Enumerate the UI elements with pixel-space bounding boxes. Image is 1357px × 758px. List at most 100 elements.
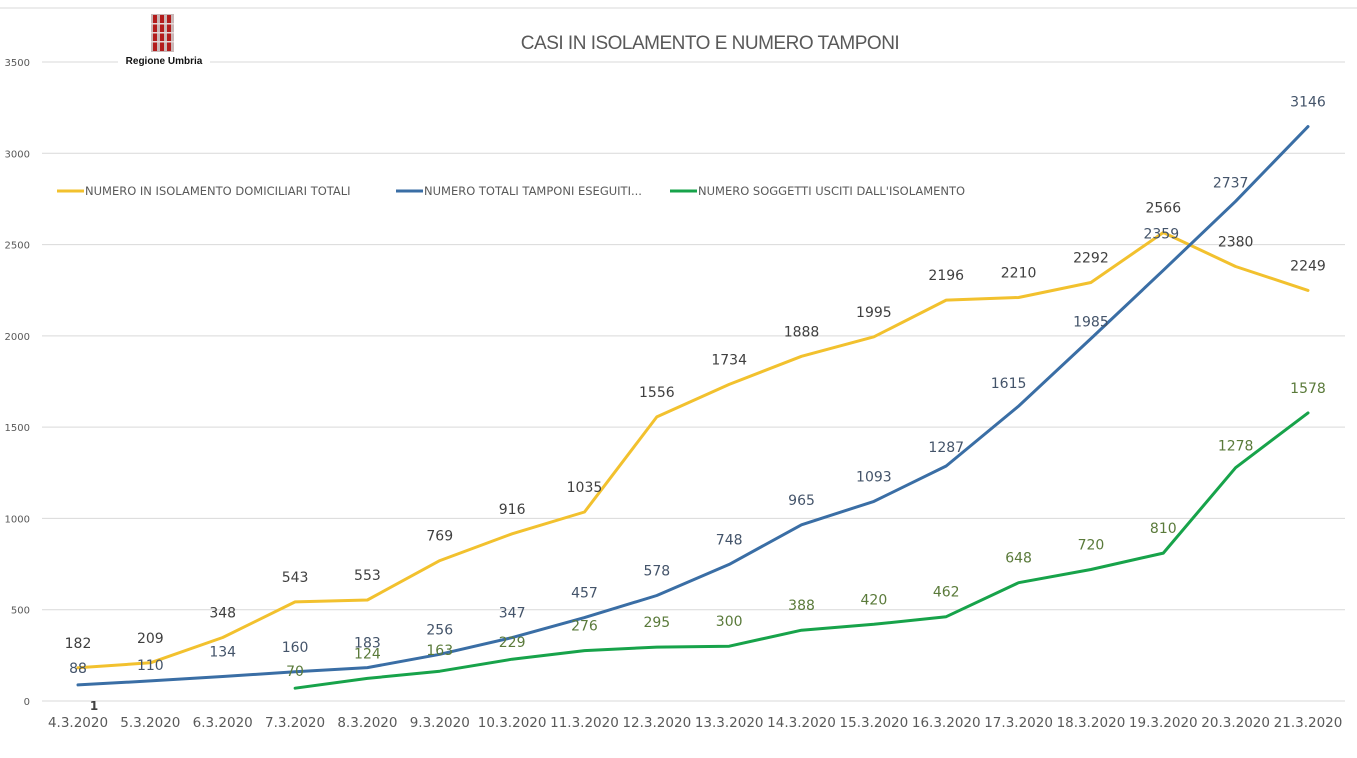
legend-label: NUMERO SOGGETTI USCITI DALL'ISOLAMENTO bbox=[698, 184, 965, 198]
x-tick-label: 14.3.2020 bbox=[767, 715, 836, 731]
x-tick-label: 13.3.2020 bbox=[695, 715, 764, 731]
data-label: 1278 bbox=[1218, 439, 1254, 455]
data-label: 578 bbox=[643, 563, 670, 579]
data-label: 2196 bbox=[928, 268, 964, 284]
x-tick-label: 20.3.2020 bbox=[1201, 715, 1270, 731]
data-label: 420 bbox=[861, 592, 888, 608]
data-label: 229 bbox=[499, 635, 526, 651]
data-label: 295 bbox=[643, 615, 670, 631]
data-label: 720 bbox=[1078, 538, 1105, 554]
x-tick-label: 7.3.2020 bbox=[265, 715, 325, 731]
series-line-2 bbox=[76, 125, 1310, 687]
x-tick-label: 10.3.2020 bbox=[478, 715, 547, 731]
annotations: 1 bbox=[90, 699, 98, 713]
data-label: 810 bbox=[1150, 521, 1177, 537]
data-label: 2210 bbox=[1001, 266, 1037, 282]
data-label: 916 bbox=[499, 502, 526, 518]
data-label: 1888 bbox=[784, 324, 820, 340]
data-label: 1615 bbox=[991, 376, 1027, 392]
y-tick-label: 1500 bbox=[5, 423, 30, 434]
data-label: 2380 bbox=[1218, 234, 1254, 250]
data-label: 3146 bbox=[1290, 95, 1326, 111]
gridlines bbox=[42, 61, 1345, 702]
y-tick-label: 3000 bbox=[5, 149, 30, 160]
data-label: 209 bbox=[137, 631, 164, 647]
data-label: 256 bbox=[426, 622, 453, 638]
data-label: 2292 bbox=[1073, 251, 1109, 267]
data-label: 769 bbox=[426, 529, 453, 545]
data-label: 748 bbox=[716, 532, 743, 548]
x-tick-label: 4.3.2020 bbox=[48, 715, 108, 731]
chart-title: CASI IN ISOLAMENTO E NUMERO TAMPONI bbox=[521, 33, 899, 54]
data-label: 1734 bbox=[711, 352, 747, 368]
data-label: 462 bbox=[933, 585, 960, 601]
y-tick-label: 0 bbox=[24, 697, 30, 708]
data-label: 1093 bbox=[856, 469, 892, 485]
x-tick-label: 9.3.2020 bbox=[410, 715, 470, 731]
data-label: 276 bbox=[571, 619, 598, 635]
data-label: 70 bbox=[286, 664, 304, 680]
data-label: 2249 bbox=[1290, 258, 1326, 274]
data-label: 457 bbox=[571, 586, 598, 602]
y-tick-label: 2500 bbox=[5, 241, 30, 252]
data-label: 182 bbox=[65, 636, 92, 652]
series-lines bbox=[76, 125, 1310, 690]
y-axis-ticks: 0 500 1000 1500 2000 2500 3000 3500 bbox=[5, 58, 30, 708]
data-label: 553 bbox=[354, 568, 381, 584]
data-label: 1985 bbox=[1073, 315, 1109, 331]
data-label: 160 bbox=[282, 640, 309, 656]
y-tick-label: 2000 bbox=[5, 332, 30, 343]
y-tick-label: 500 bbox=[11, 606, 30, 617]
data-label: 1287 bbox=[928, 440, 964, 456]
x-tick-label: 17.3.2020 bbox=[984, 715, 1053, 731]
data-label: 1995 bbox=[856, 305, 892, 321]
data-label: 183 bbox=[354, 636, 381, 652]
data-label: 1035 bbox=[567, 480, 603, 496]
x-tick-label: 11.3.2020 bbox=[550, 715, 619, 731]
x-tick-label: 5.3.2020 bbox=[120, 715, 180, 731]
data-label: 543 bbox=[282, 570, 309, 586]
y-tick-label: 1000 bbox=[5, 514, 30, 525]
data-label: 163 bbox=[426, 643, 453, 659]
series-line-3 bbox=[293, 411, 1310, 690]
data-label: 124 bbox=[354, 646, 381, 662]
x-tick-label: 18.3.2020 bbox=[1057, 715, 1126, 731]
data-label: 2359 bbox=[1143, 226, 1179, 242]
legend-label: NUMERO TOTALI TAMPONI ESEGUITI... bbox=[424, 184, 642, 198]
series-line-1 bbox=[76, 231, 1310, 670]
data-label: 2737 bbox=[1213, 175, 1249, 191]
data-labels: 182 209 348 543 553 769 916 1035 1556 1734 1888 199… bbox=[65, 95, 1326, 681]
data-label: 347 bbox=[499, 606, 526, 622]
legend-label: NUMERO IN ISOLAMENTO DOMICILIARI TOTALI bbox=[85, 184, 351, 198]
data-label: 110 bbox=[137, 658, 164, 674]
data-label: 348 bbox=[209, 605, 236, 621]
regione-umbria-logo: Regione Umbria bbox=[118, 14, 210, 68]
logo-text: Regione Umbria bbox=[126, 56, 203, 67]
x-tick-label: 19.3.2020 bbox=[1129, 715, 1198, 731]
legend-item: NUMERO SOGGETTI USCITI DALL'ISOLAMENTO bbox=[670, 184, 965, 198]
legend-item: NUMERO IN ISOLAMENTO DOMICILIARI TOTALI bbox=[57, 184, 351, 198]
x-tick-label: 16.3.2020 bbox=[912, 715, 981, 731]
data-label: 648 bbox=[1005, 551, 1032, 567]
legend-item: NUMERO TOTALI TAMPONI ESEGUITI... bbox=[396, 184, 642, 198]
x-tick-label: 12.3.2020 bbox=[622, 715, 691, 731]
data-label: 2566 bbox=[1145, 201, 1181, 217]
annotation-label: 1 bbox=[90, 699, 98, 713]
x-tick-label: 21.3.2020 bbox=[1274, 715, 1343, 731]
x-axis-ticks: 4.3.2020 5.3.2020 6.3.2020 7.3.2020 8.3.2020… bbox=[48, 715, 1342, 731]
data-label: 1578 bbox=[1290, 381, 1326, 397]
logo-emblem-icon bbox=[151, 14, 174, 52]
y-tick-label: 3500 bbox=[5, 58, 30, 69]
data-label: 300 bbox=[716, 614, 743, 630]
x-tick-label: 8.3.2020 bbox=[337, 715, 397, 731]
x-tick-label: 15.3.2020 bbox=[840, 715, 909, 731]
data-label: 134 bbox=[209, 645, 236, 661]
data-label: 1556 bbox=[639, 385, 675, 401]
legend: NUMERO IN ISOLAMENTO DOMICILIARI TOTALI N… bbox=[57, 184, 965, 198]
logo-backdrop bbox=[118, 50, 210, 68]
data-label: 388 bbox=[788, 598, 815, 614]
data-label: 88 bbox=[69, 661, 87, 677]
data-label: 965 bbox=[788, 493, 815, 509]
x-tick-label: 6.3.2020 bbox=[193, 715, 253, 731]
